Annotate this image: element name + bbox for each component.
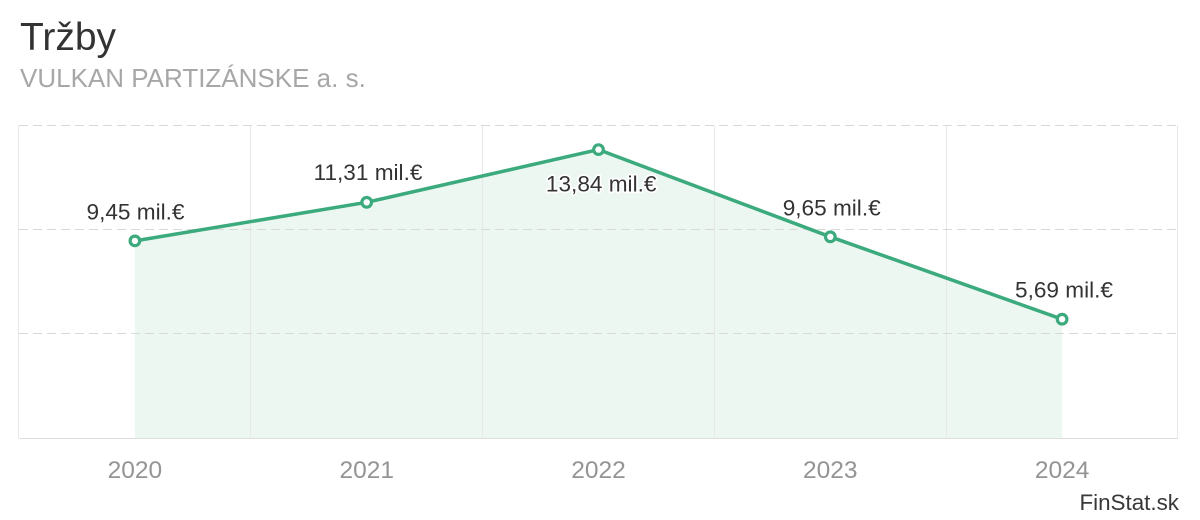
svg-text:2024: 2024 bbox=[1035, 457, 1090, 484]
svg-text:Tržby: Tržby bbox=[20, 16, 117, 59]
svg-text:5,69 mil.€: 5,69 mil.€ bbox=[1015, 278, 1113, 303]
svg-text:11,31 mil.€: 11,31 mil.€ bbox=[314, 160, 423, 185]
svg-text:2023: 2023 bbox=[803, 457, 858, 484]
svg-text:2022: 2022 bbox=[571, 457, 626, 484]
svg-text:13,84 mil.€: 13,84 mil.€ bbox=[546, 172, 657, 197]
svg-text:FinStat.sk: FinStat.sk bbox=[1079, 490, 1179, 515]
svg-text:VULKAN PARTIZÁNSKE a. s.: VULKAN PARTIZÁNSKE a. s. bbox=[20, 63, 366, 93]
svg-text:2021: 2021 bbox=[339, 457, 394, 484]
svg-text:9,65 mil.€: 9,65 mil.€ bbox=[783, 196, 881, 221]
svg-text:2020: 2020 bbox=[108, 457, 163, 484]
svg-text:9,45 mil.€: 9,45 mil.€ bbox=[87, 199, 185, 224]
